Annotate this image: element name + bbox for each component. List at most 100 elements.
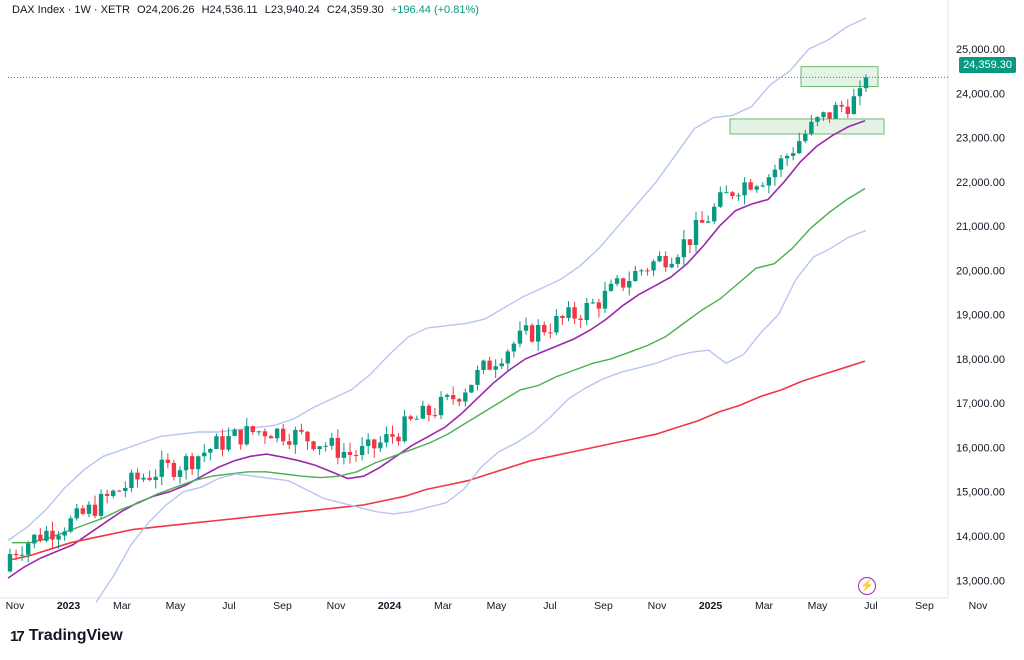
candle-up: [554, 315, 559, 333]
candle-up: [183, 456, 189, 471]
candle-up: [505, 351, 511, 364]
highlight-box: [729, 118, 885, 135]
candle-up: [44, 530, 49, 541]
candle-down: [396, 436, 401, 442]
last-price-tag: 24,359.30: [959, 57, 1016, 73]
candle-up: [402, 416, 407, 442]
candle-up: [177, 470, 183, 477]
candle-down: [620, 278, 626, 288]
series-line-bands-lower: [95, 229, 867, 603]
candle-up: [675, 257, 681, 264]
candle-up: [742, 182, 747, 196]
candle-down: [280, 428, 286, 442]
candle-up: [493, 366, 498, 370]
candle-up: [420, 405, 426, 419]
candle-down: [220, 436, 225, 450]
candle-down: [335, 437, 341, 458]
candle-up: [784, 155, 790, 159]
x-tick-label: 2025: [699, 600, 723, 612]
x-tick-label: May: [166, 600, 187, 612]
lightning-icon[interactable]: ⚡: [858, 577, 876, 595]
candle-down: [529, 325, 535, 342]
tradingview-logo-text: TradingView: [28, 627, 123, 644]
candle-up: [202, 452, 207, 457]
candle-up: [535, 324, 541, 342]
candle-up: [98, 493, 104, 516]
candle-up: [833, 104, 838, 119]
candle-up: [627, 281, 632, 288]
x-tick-label: May: [487, 600, 508, 612]
candle-up: [365, 439, 371, 446]
candle-down: [171, 462, 177, 477]
candle-down: [426, 405, 432, 416]
candle-up: [7, 553, 13, 572]
x-tick-label: Nov: [969, 600, 988, 612]
candle-up: [712, 206, 717, 222]
x-tick-label: Sep: [915, 600, 934, 612]
symbol-title[interactable]: DAX Index · 1W · XETR: [12, 4, 130, 16]
candle-up: [274, 428, 280, 439]
candle-up: [232, 429, 237, 436]
candle-up: [797, 141, 802, 154]
symbol-header: DAX Index · 1W · XETR O24,206.26 H24,536…: [12, 4, 483, 16]
y-tick-label: 18,000.00: [956, 354, 1005, 366]
candle-down: [645, 270, 650, 272]
candle-up: [857, 88, 863, 97]
candle-up: [608, 283, 614, 291]
candle-down: [92, 504, 98, 516]
x-tick-label: Jul: [222, 600, 235, 612]
candle-down: [135, 472, 140, 480]
x-tick-label: Sep: [273, 600, 292, 612]
candle-up: [68, 518, 73, 532]
candle-up: [760, 185, 765, 187]
y-tick-label: 16,000.00: [956, 442, 1005, 454]
x-tick-label: 2023: [57, 600, 81, 612]
tradingview-logo[interactable]: 17 TradingView: [10, 627, 123, 645]
candle-down: [50, 530, 55, 540]
candle-up: [590, 302, 596, 304]
candle-up: [329, 437, 334, 446]
candle-up: [208, 448, 213, 453]
candle-down: [117, 490, 122, 492]
candle-up: [323, 445, 328, 447]
candle-up: [821, 112, 826, 118]
candle-down: [372, 439, 377, 449]
x-tick-label: 2024: [378, 600, 402, 612]
candle-up: [123, 487, 128, 492]
candle-down: [730, 192, 735, 197]
change-value: +196.44 (+0.81%): [390, 4, 479, 16]
y-tick-label: 17,000.00: [956, 398, 1005, 410]
candle-down: [827, 112, 832, 119]
candle-up: [463, 392, 468, 402]
tradingview-logo-mark: 17: [10, 627, 25, 645]
candle-up: [736, 195, 741, 197]
candle-up: [444, 395, 450, 397]
candle-up: [803, 133, 808, 142]
candle-down: [548, 332, 553, 334]
candle-down: [262, 431, 268, 437]
candle-down: [287, 441, 292, 445]
candle-up: [499, 363, 504, 367]
y-tick-label: 19,000.00: [956, 310, 1005, 322]
y-tick-label: 23,000.00: [956, 133, 1005, 145]
candle-down: [299, 429, 304, 432]
highlight-box: [800, 66, 879, 88]
candle-up: [32, 534, 37, 544]
candle-down: [450, 395, 456, 400]
candle-down: [845, 106, 850, 114]
candle-down: [165, 459, 171, 463]
candle-up: [141, 477, 146, 480]
x-tick-label: Nov: [327, 600, 346, 612]
candle-up: [651, 261, 656, 271]
candle-down: [699, 220, 705, 223]
candle-down: [250, 426, 256, 433]
candle-up: [681, 239, 687, 258]
candle-up: [378, 442, 383, 449]
candle-down: [13, 553, 19, 556]
y-tick-label: 14,000.00: [956, 531, 1005, 543]
candle-up: [438, 396, 444, 416]
candle-up: [754, 186, 759, 190]
candle-down: [432, 415, 438, 417]
candle-up: [414, 418, 419, 420]
